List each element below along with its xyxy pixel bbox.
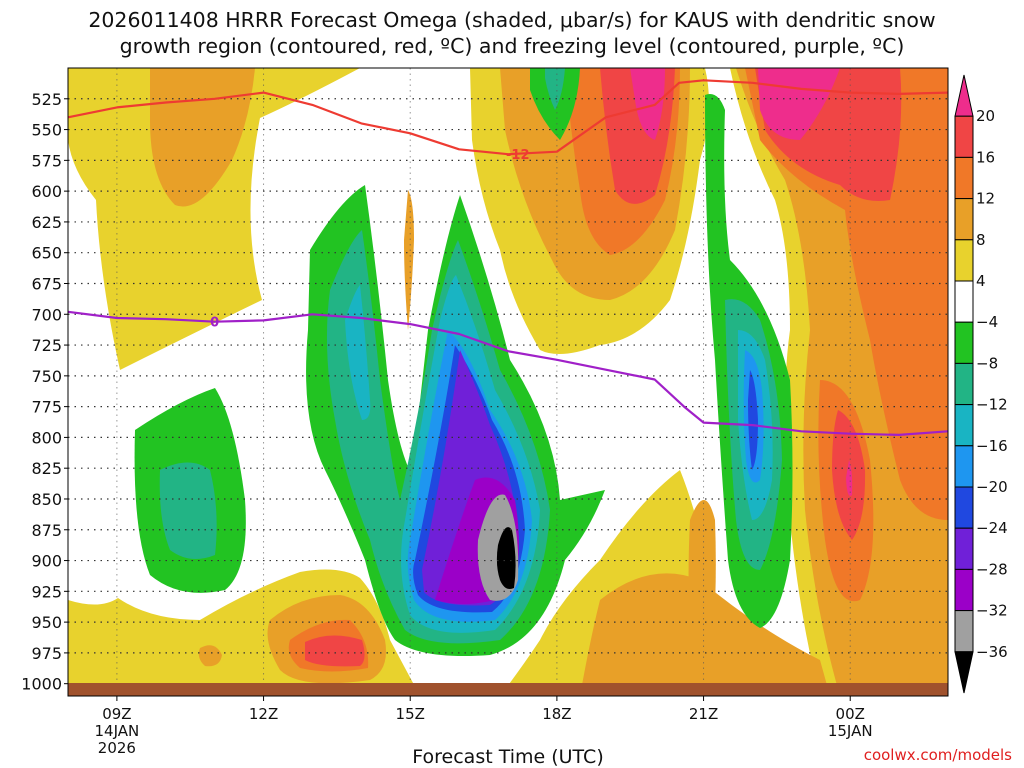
x-tick-label: 09Z xyxy=(102,705,131,723)
chart-title-line-2: growth region (contoured, red, ºC) and f… xyxy=(120,34,905,58)
colorbar-label: −20 xyxy=(976,478,1008,496)
chart-title-line-1: 2026011408 HRRR Forecast Omega (shaded, … xyxy=(88,8,935,32)
colorbar-label: −8 xyxy=(976,354,998,372)
colorbar-label: 4 xyxy=(976,272,986,290)
plot-border xyxy=(67,67,949,697)
y-tick-label: 600 xyxy=(31,182,62,201)
x-tick-label: 12Z xyxy=(249,705,278,723)
y-tick-label: 725 xyxy=(31,336,62,355)
omega-fill-16-bottom xyxy=(305,635,365,667)
y-tick-label: 575 xyxy=(31,151,62,170)
colorbar-swatch xyxy=(954,486,974,529)
y-tick-label: 700 xyxy=(31,305,62,324)
x-tick-date-label: 14JAN xyxy=(95,722,140,740)
colorbar-swatch xyxy=(954,568,974,612)
colorbar-label: −16 xyxy=(976,437,1008,455)
contour-line-1 xyxy=(67,310,949,436)
ground-strip xyxy=(68,683,948,696)
colorbar-label: 12 xyxy=(976,190,995,208)
y-tick-label: 925 xyxy=(31,582,62,601)
contour-series: -12 0 xyxy=(67,79,949,436)
contour-label-0: -12 xyxy=(506,148,530,163)
y-tick-label: 1000 xyxy=(21,675,62,694)
y-axis-ticks: 525 550 575 600 625 650 675 700 725 750 775 800 825 8… xyxy=(21,90,68,694)
y-tick-label: 750 xyxy=(31,367,62,386)
y-tick-label: 825 xyxy=(31,459,62,478)
y-tick-label: 850 xyxy=(31,490,62,509)
colorbar-swatch-top xyxy=(954,74,974,117)
omega-shading xyxy=(68,68,948,696)
y-tick-label: 625 xyxy=(31,213,62,232)
colorbar-label: −24 xyxy=(976,519,1008,537)
x-tick-year-label: 2026 xyxy=(98,739,136,757)
y-tick-label: 975 xyxy=(31,644,62,663)
omega-fill-4-top-left xyxy=(68,68,360,370)
grid-lines xyxy=(68,68,948,696)
colorbar-swatch xyxy=(954,280,974,323)
colorbar-swatch xyxy=(954,156,974,200)
colorbar-label: −28 xyxy=(976,560,1008,578)
y-tick-label: 525 xyxy=(31,90,62,109)
colorbar-swatch xyxy=(954,115,974,158)
colorbar-label: 16 xyxy=(976,148,995,166)
y-tick-label: 775 xyxy=(31,398,62,417)
colorbar-label: 8 xyxy=(976,231,986,249)
colorbar-label: −32 xyxy=(976,602,1008,620)
colorbar-swatch xyxy=(954,404,974,447)
colorbar-swatch xyxy=(954,198,974,241)
x-tick-label: 00Z xyxy=(836,705,865,723)
colorbar-label: 20 xyxy=(976,107,995,125)
omega-fill-neg8-left xyxy=(159,462,217,559)
colorbar-label: −12 xyxy=(976,396,1008,414)
x-tick-label: 21Z xyxy=(689,705,718,723)
y-tick-label: 950 xyxy=(31,613,62,632)
colorbar: 20 16 12 8 4 −4 −8 −12 −16 −20 −24 −28 −32 −36 xyxy=(954,74,1008,694)
colorbar-swatch xyxy=(954,527,974,570)
colorbar-swatch xyxy=(954,610,974,653)
credit-text[interactable]: coolwx.com/models xyxy=(864,746,1012,764)
omega-fill-8-small xyxy=(198,645,222,667)
x-tick-label: 15Z xyxy=(396,705,425,723)
omega-fill-neg-18z-top-inner xyxy=(545,68,565,110)
colorbar-label: −36 xyxy=(976,643,1008,661)
colorbar-swatch xyxy=(954,362,974,406)
contour-line-0 xyxy=(67,79,949,156)
omega-fill-8-narrow-21z xyxy=(688,500,716,684)
colorbar-label: −4 xyxy=(976,313,998,331)
colorbar-swatch xyxy=(954,321,974,364)
omega-fill-20-upper-mid xyxy=(630,68,665,140)
colorbar-swatch xyxy=(954,445,974,488)
colorbar-swatch-bottom xyxy=(954,651,974,694)
x-axis-label: Forecast Time (UTC) xyxy=(412,746,603,768)
y-tick-label: 675 xyxy=(31,274,62,293)
x-tick-label: 18Z xyxy=(542,705,571,723)
omega-fill-8-15z-streak xyxy=(404,190,414,330)
y-tick-label: 650 xyxy=(31,244,62,263)
y-tick-label: 900 xyxy=(31,552,62,571)
x-tick-date-label: 15JAN xyxy=(828,722,873,740)
omega-fill-neg20-22z xyxy=(748,370,758,470)
y-tick-label: 550 xyxy=(31,121,62,140)
omega-fill-neg36-main xyxy=(496,527,516,589)
colorbar-swatch xyxy=(954,239,974,282)
y-tick-label: 800 xyxy=(31,428,62,447)
omega-fill-12-right xyxy=(745,68,948,520)
contour-label-1: 0 xyxy=(210,316,219,331)
y-tick-label: 875 xyxy=(31,521,62,540)
